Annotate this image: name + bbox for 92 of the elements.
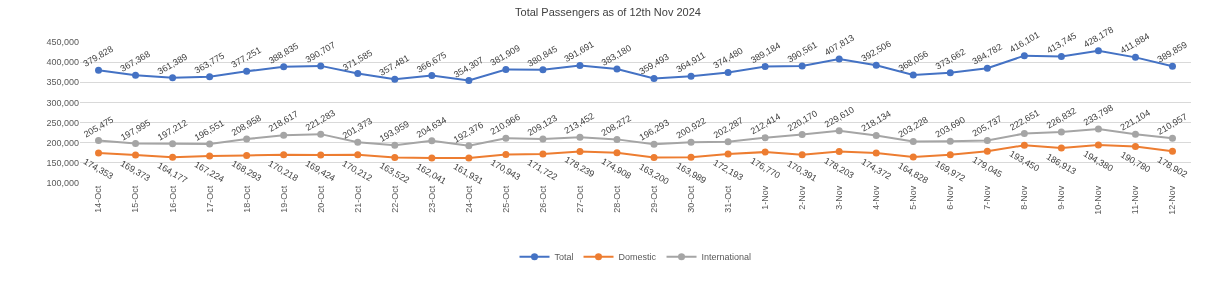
point (835, 148, 843, 155)
point (465, 154, 473, 162)
point (798, 151, 806, 159)
x-tick-label: 15-Oct (130, 185, 141, 213)
point (1094, 47, 1102, 55)
x-tick-label: 2-Nov (797, 185, 808, 210)
y-tick-label: 150,000 (46, 158, 79, 169)
point (1020, 141, 1028, 149)
point (761, 63, 769, 70)
x-tick-label: 6-Nov (945, 185, 956, 210)
y-tick-label: 350,000 (46, 77, 79, 88)
point (909, 153, 917, 161)
x-tick-label: 10-Nov (1093, 185, 1104, 215)
point (95, 149, 103, 157)
point (650, 154, 658, 162)
point (169, 153, 177, 161)
point (650, 74, 658, 82)
x-tick-label: 31-Oct (723, 185, 734, 213)
x-tick-label: 21-Oct (352, 185, 363, 213)
x-tick-label: 18-Oct (241, 185, 252, 213)
x-tick-label: 22-Oct (389, 185, 400, 213)
x-tick-label: 9-Nov (1056, 185, 1067, 210)
y-tick-label: 250,000 (46, 117, 79, 128)
point (1020, 52, 1028, 60)
y-tick-label: 450,000 (46, 37, 79, 48)
x-tick-label: 28-Oct (611, 185, 622, 213)
point (798, 131, 806, 139)
x-tick-label: 11-Nov (1130, 185, 1141, 215)
x-tick-label: 20-Oct (315, 185, 326, 213)
point (724, 138, 732, 146)
point (280, 151, 288, 159)
point (354, 151, 362, 159)
point (761, 134, 769, 142)
point (724, 150, 732, 158)
point (798, 62, 806, 70)
x-tick-label: 16-Oct (167, 185, 178, 213)
point (835, 55, 843, 63)
point (1168, 62, 1176, 70)
point (613, 149, 621, 157)
point (428, 154, 436, 162)
y-tick-label: 100,000 (46, 178, 79, 189)
point (946, 69, 954, 77)
x-tick-label: 3-Nov (834, 185, 845, 210)
x-tick-label: 12-Nov (1167, 185, 1178, 215)
point (687, 72, 695, 80)
point (539, 150, 547, 158)
legend-label: Domestic (618, 252, 657, 263)
x-tick-label: 14-Oct (93, 185, 104, 213)
point (872, 149, 880, 157)
point (946, 151, 954, 159)
point (576, 147, 584, 155)
chart-title: Total Passengers as of 12th Nov 2024 (515, 6, 701, 19)
x-tick-label: 8-Nov (1019, 185, 1030, 210)
point (317, 151, 325, 159)
x-tick-label: 17-Oct (204, 185, 215, 213)
point (502, 150, 510, 158)
point (391, 153, 399, 161)
x-tick-label: 19-Oct (278, 185, 289, 213)
x-tick-label: 24-Oct (463, 185, 474, 213)
point (761, 148, 769, 156)
point (206, 152, 214, 160)
x-tick-label: 4-Nov (871, 185, 882, 210)
point (1057, 53, 1065, 61)
point (872, 61, 880, 69)
point (206, 73, 214, 81)
x-tick-label: 25-Oct (500, 185, 511, 213)
x-tick-label: 30-Oct (685, 185, 696, 213)
point (132, 151, 140, 159)
y-tick-label: 200,000 (46, 137, 79, 148)
x-tick-label: 7-Nov (982, 185, 993, 210)
x-tick-label: 26-Oct (537, 185, 548, 213)
point (983, 147, 991, 155)
x-tick-label: 23-Oct (426, 185, 437, 213)
point (909, 71, 917, 79)
y-tick-label: 300,000 (46, 97, 79, 108)
legend-label: Total (554, 252, 574, 263)
point (243, 151, 251, 159)
point (1131, 142, 1139, 150)
point (169, 74, 177, 82)
point (1168, 147, 1176, 155)
x-tick-label: 29-Oct (648, 185, 659, 213)
point (1094, 141, 1102, 149)
point (724, 68, 732, 76)
x-tick-label: 1-Nov (760, 185, 771, 210)
x-tick-label: 27-Oct (574, 185, 585, 213)
legend-label: International (701, 252, 752, 263)
point (1057, 144, 1065, 152)
point (983, 64, 991, 72)
y-tick-label: 400,000 (46, 57, 79, 68)
x-tick-label: 5-Nov (908, 185, 919, 210)
point (1131, 53, 1139, 61)
point (687, 153, 695, 161)
